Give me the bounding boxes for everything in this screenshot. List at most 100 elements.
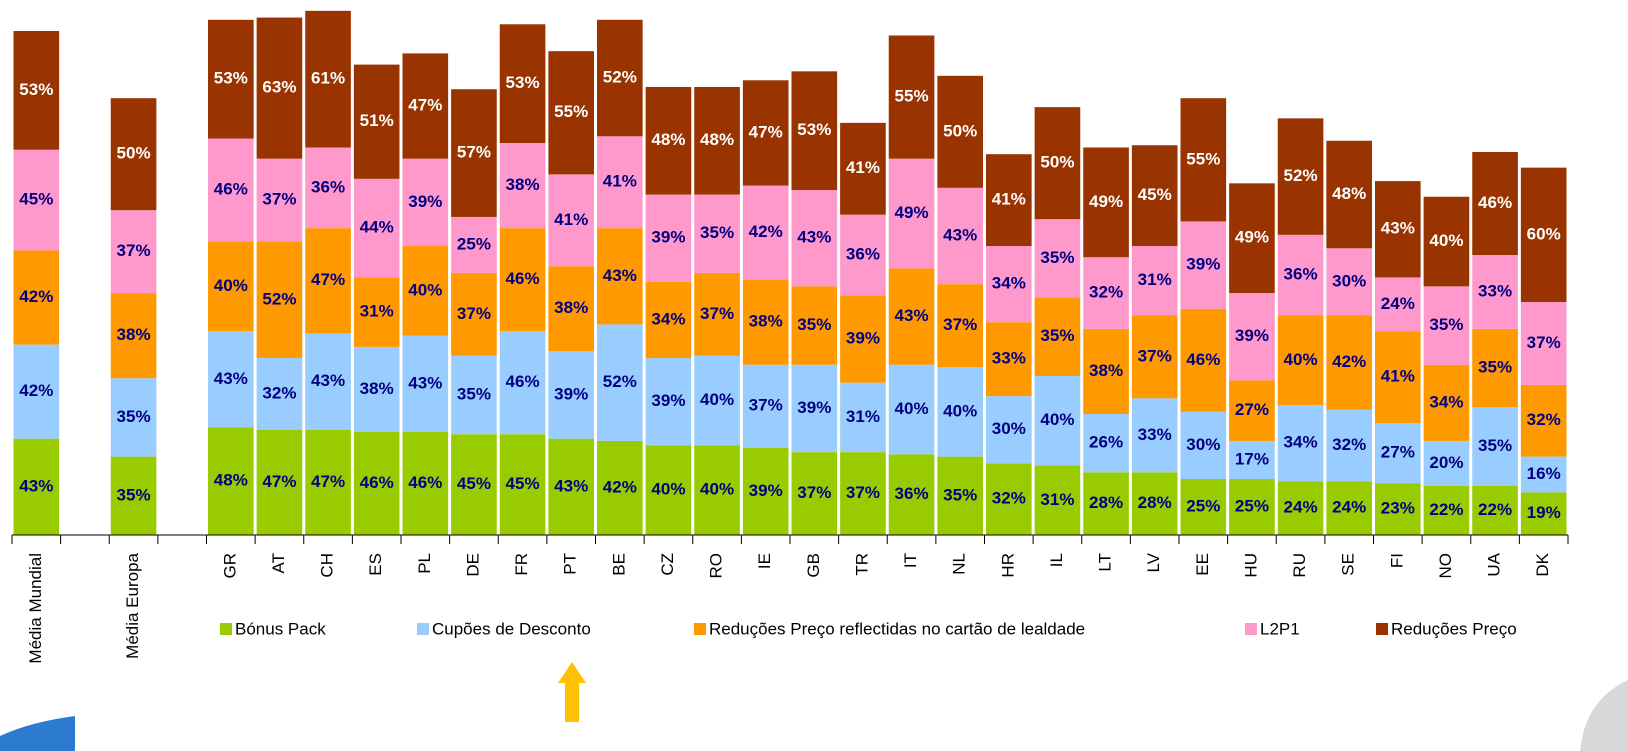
bar-segment [208,19,254,139]
bar-segment [742,185,789,280]
bar-segment [548,51,594,175]
value-label: 40% [700,480,734,499]
value-label: 31% [846,407,880,426]
value-label: 40% [895,399,929,418]
value-label: 45% [1138,185,1172,204]
bar-segment [402,431,449,535]
bar-segment [597,228,643,325]
bar-segment [1423,196,1470,287]
value-label: 25% [1186,496,1220,515]
bar-segment [1520,384,1567,457]
value-label: 31% [1040,490,1074,509]
value-label: 40% [1429,231,1463,250]
value-label: 39% [651,391,685,410]
value-label: 49% [1089,192,1123,211]
value-label: 32% [1332,435,1366,454]
bar-segment [645,87,692,195]
value-label: 43% [408,373,442,392]
value-label: 28% [1089,493,1123,512]
bar-segment [499,331,546,435]
value-label: 41% [1381,367,1415,386]
x-tick-label: UA [1485,552,1504,576]
value-label: 60% [1527,224,1561,243]
bar-segment [1229,479,1275,535]
value-label: 37% [700,304,734,323]
bar-segment [353,346,400,432]
value-label: 41% [603,172,637,191]
value-label: 47% [408,96,442,115]
decoration-circle [1580,680,1628,751]
bar-segment [597,19,643,137]
x-tick-label: IE [755,553,774,569]
value-label: 53% [214,69,248,88]
value-label: 34% [1429,392,1463,411]
bar-segment [353,431,400,535]
value-label: 37% [1138,346,1172,365]
value-label: 40% [1040,410,1074,429]
value-label: 35% [457,384,491,403]
legend-swatch [694,623,706,635]
bar-segment [1326,481,1372,535]
value-label: 16% [1527,464,1561,483]
value-label: 39% [797,398,831,417]
value-label: 44% [360,218,394,237]
bar-segment [791,452,838,535]
bar-segment [1131,145,1178,247]
value-label: 34% [1284,433,1318,452]
value-label: 41% [992,190,1026,209]
bar-segment [937,284,983,367]
value-label: 43% [895,306,929,325]
bar-segment [986,246,1032,323]
value-label: 46% [360,473,394,492]
bar-segment [1277,405,1324,482]
bar-segment [13,344,60,439]
bar-segment [1520,456,1567,493]
bar-segment [840,214,886,296]
x-tick-label: EE [1193,553,1212,576]
bar-segment [451,216,497,273]
bar-segment [937,456,983,535]
bar-segment [548,174,594,267]
bar-segment [256,358,303,430]
bar-segment [451,272,497,356]
value-label: 40% [700,390,734,409]
bar-segment [305,147,351,229]
value-label: 50% [1040,153,1074,172]
bar-segment [1472,255,1518,329]
bar-segment [597,324,643,441]
value-label: 35% [117,407,151,426]
x-tick-label: RU [1290,553,1309,578]
value-label: 38% [360,379,394,398]
value-label: 37% [749,396,783,415]
bar-segment [499,228,546,332]
value-label: 40% [651,480,685,499]
value-label: 37% [846,483,880,502]
value-label: 41% [846,158,880,177]
value-label: 37% [1527,333,1561,352]
bar-segment [937,75,983,188]
bar-segment [1083,414,1129,473]
value-label: 42% [19,381,53,400]
value-label: 23% [1381,499,1415,518]
value-label: 36% [895,484,929,503]
bar-segment [986,396,1032,464]
bar-segment [305,333,351,430]
value-label: 32% [992,489,1026,508]
value-label: 37% [797,483,831,502]
value-label: 43% [943,225,977,244]
x-tick-label: PL [415,553,434,574]
bar-segment [1326,248,1372,316]
value-label: 25% [457,234,491,253]
bar-segment [402,158,449,247]
x-tick-label: CH [318,553,337,578]
bar-segment [1520,167,1567,303]
bar-segment [742,279,789,365]
x-tick-label: Média Mundial [26,553,45,664]
bar-segment [402,335,449,432]
value-label: 39% [408,192,442,211]
value-label: 61% [311,69,345,88]
bar-segment [645,281,692,359]
value-label: 27% [1235,400,1269,419]
bar-segment [645,445,692,535]
value-label: 35% [117,485,151,504]
